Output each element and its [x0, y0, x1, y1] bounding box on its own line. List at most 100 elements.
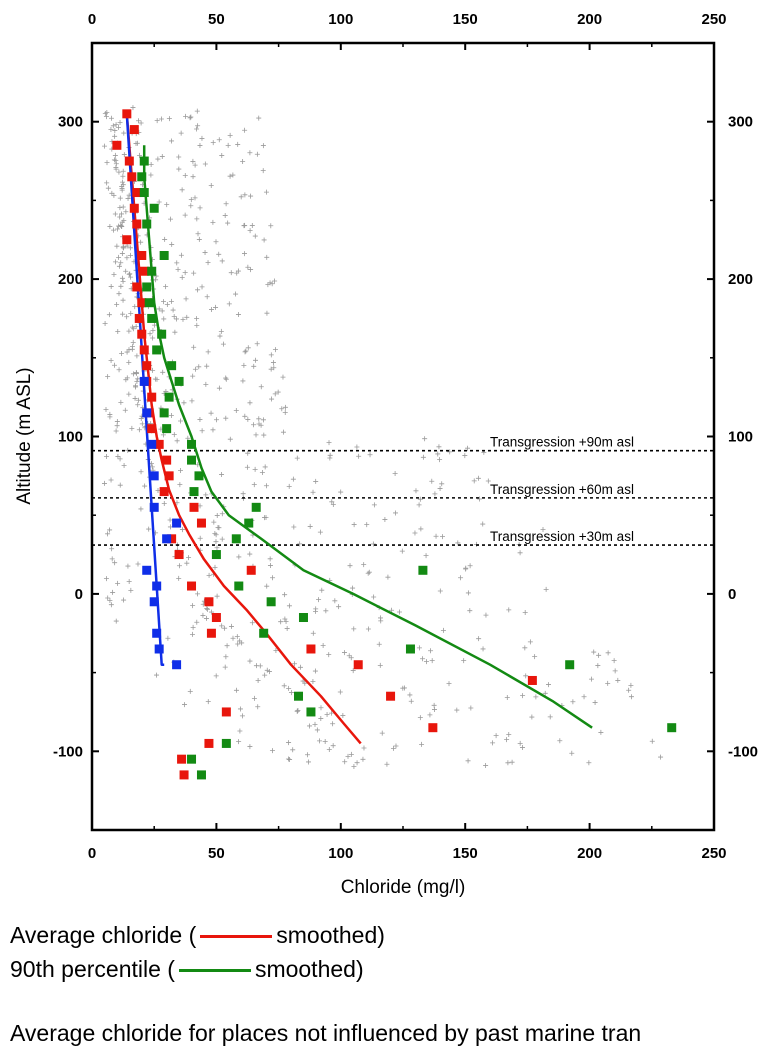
observation-marker [214, 545, 220, 551]
series-point [418, 565, 428, 575]
legend-90th-percentile: 90th percentile (smoothed) [10, 956, 364, 983]
observation-marker [235, 312, 241, 318]
legend-average-prefix: Average chloride ( [10, 922, 197, 948]
observation-marker [199, 428, 205, 434]
observation-marker [113, 428, 119, 434]
observation-marker [162, 236, 168, 242]
x-tick-label-bottom: 100 [328, 845, 353, 862]
observation-marker [437, 588, 443, 594]
observation-marker [287, 757, 293, 763]
observation-marker [267, 563, 273, 569]
observation-marker [247, 228, 253, 234]
observation-marker [454, 707, 460, 713]
observation-marker [219, 511, 225, 517]
series-point [386, 691, 396, 701]
series-point [164, 392, 174, 402]
observation-marker [436, 444, 442, 450]
x-tick-label-top: 100 [328, 11, 353, 28]
observation-marker [361, 745, 367, 751]
observation-marker [322, 739, 328, 745]
observation-marker [237, 728, 243, 734]
observation-marker [240, 378, 246, 384]
observation-marker [294, 455, 300, 461]
observation-marker [167, 524, 173, 530]
observation-marker [437, 457, 443, 463]
observation-marker [178, 130, 184, 136]
observation-marker [255, 704, 261, 710]
observation-marker [123, 268, 129, 274]
observation-marker [220, 341, 226, 347]
series-point [353, 660, 363, 670]
observation-marker [219, 536, 225, 542]
observation-marker [382, 517, 388, 523]
observation-marker [392, 470, 398, 476]
observation-marker [166, 116, 172, 122]
observation-marker [288, 690, 294, 696]
observation-marker [134, 378, 140, 384]
observation-marker [313, 478, 319, 484]
observation-marker [393, 743, 399, 749]
observation-marker [385, 574, 391, 580]
observation-marker [251, 482, 257, 488]
observation-marker [108, 357, 114, 363]
transgression-label: Transgression +30m asl [490, 529, 634, 544]
observation-marker [125, 196, 131, 202]
observation-marker [351, 626, 357, 632]
observation-marker [251, 422, 257, 428]
observation-marker [195, 287, 201, 293]
series-point [122, 235, 132, 245]
observation-marker [341, 650, 347, 656]
observation-marker [132, 304, 138, 310]
observation-marker [105, 185, 111, 191]
observation-marker [120, 311, 126, 317]
observation-marker [242, 127, 248, 133]
observation-marker [126, 347, 132, 353]
observation-marker [213, 673, 219, 679]
series-point [187, 455, 197, 465]
observation-marker [136, 427, 142, 433]
observation-marker [222, 664, 228, 670]
observation-marker [192, 366, 198, 372]
observation-marker [195, 231, 201, 237]
observation-marker [183, 113, 189, 119]
observation-marker [120, 204, 126, 210]
observation-marker [371, 502, 377, 508]
observation-marker [290, 747, 296, 753]
series-point [147, 266, 157, 276]
series-point [294, 691, 304, 701]
observation-marker [291, 524, 297, 530]
x-tick-label-top: 250 [701, 11, 726, 28]
observation-marker [247, 658, 253, 664]
observation-marker [102, 111, 108, 117]
observation-marker [109, 546, 115, 552]
observation-marker [194, 216, 200, 222]
observation-marker [130, 339, 136, 345]
observation-marker [195, 591, 201, 597]
series-point [194, 471, 204, 481]
observation-marker [242, 349, 248, 355]
observation-marker [133, 323, 139, 329]
observation-marker [194, 316, 200, 322]
series-point [137, 329, 147, 339]
observation-marker [628, 694, 634, 700]
observation-marker [260, 143, 266, 149]
observation-marker [158, 116, 164, 122]
observation-marker [181, 400, 187, 406]
observation-marker [150, 367, 156, 373]
observation-marker [595, 663, 601, 669]
observation-marker [168, 298, 174, 304]
observation-marker [417, 715, 423, 721]
observation-marker [310, 489, 316, 495]
observation-marker [165, 635, 171, 641]
observation-marker [319, 587, 325, 593]
observation-marker [316, 597, 322, 603]
observation-marker [114, 423, 120, 429]
observation-marker [138, 469, 144, 475]
observation-marker [377, 662, 383, 668]
observation-marker [592, 699, 598, 705]
series-point [189, 502, 199, 512]
observation-marker [267, 556, 273, 562]
observation-marker [113, 161, 119, 167]
series-point [139, 188, 149, 198]
observation-marker [437, 485, 443, 491]
